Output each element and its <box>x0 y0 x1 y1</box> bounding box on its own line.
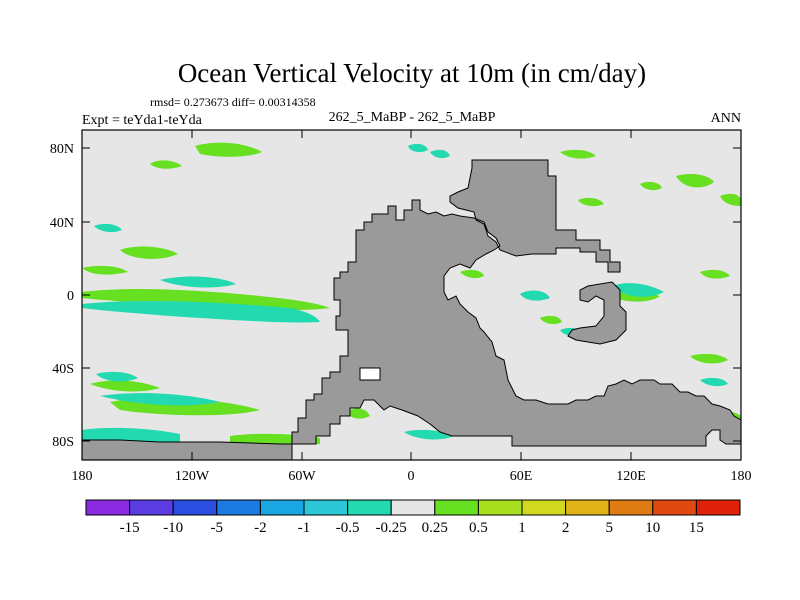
colorbar-box <box>608 499 654 516</box>
colorbar-label: 0.5 <box>469 520 488 536</box>
colorbar-box <box>390 499 436 516</box>
colorbar-label: 15 <box>689 520 704 536</box>
lat-label-80n: 80N <box>50 142 74 157</box>
colorbar-label: 2 <box>562 520 570 536</box>
colorbar-label: -2 <box>254 520 267 536</box>
colorbar-box <box>129 499 174 516</box>
pangaea-landmass <box>291 159 742 447</box>
lon-label-60w: 60W <box>288 469 316 484</box>
colorbar-label: 10 <box>645 520 660 536</box>
colorbar-box <box>695 499 741 516</box>
lon-label-120e: 120E <box>616 469 646 484</box>
figure-title: Ocean Vertical Velocity at 10m (in cm/da… <box>178 58 646 88</box>
colorbar-box <box>652 499 697 516</box>
colorbar-box <box>521 499 567 516</box>
tethys-island <box>567 281 627 345</box>
colorbar-label: -0.5 <box>336 520 360 536</box>
colorbar-label: -15 <box>120 520 140 536</box>
map-panel <box>81 129 742 461</box>
colorbar-label: -5 <box>211 520 224 536</box>
lon-label-0: 0 <box>408 469 415 484</box>
colorbar-box <box>85 499 131 516</box>
colorbar-box <box>347 499 392 516</box>
colorbar-label: -1 <box>298 520 311 536</box>
land-masses <box>81 159 742 461</box>
lat-label-40s: 40S <box>52 362 74 377</box>
inland-lake <box>359 367 381 381</box>
colorbar-label: 0.25 <box>422 520 448 536</box>
lon-label-120w: 120W <box>175 469 210 484</box>
colorbar-label: -0.25 <box>376 520 407 536</box>
lon-label-180w: 180 <box>72 469 93 484</box>
colorbar-box <box>259 499 305 516</box>
season-label: ANN <box>711 111 741 126</box>
colorbar <box>85 499 741 516</box>
experiment-label: Expt = teYda1-teYda <box>82 113 203 128</box>
longitude-axis <box>191 130 632 460</box>
lon-label-60e: 60E <box>510 469 533 484</box>
colorbar-label: 5 <box>605 520 613 536</box>
lat-label-40n: 40N <box>50 216 74 231</box>
lon-label-180e: 180 <box>731 469 752 484</box>
colorbar-box <box>477 499 523 516</box>
colorbar-labels: -15 -10 -5 -2 -1 -0.5 -0.25 0.25 0.5 1 2 5 10 15 <box>120 520 704 536</box>
period-label: 262_5_MaBP - 262_5_MaBP <box>329 110 496 125</box>
latitude-axis <box>82 147 741 442</box>
negative-patches <box>82 143 741 442</box>
stats-label: rmsd= 0.273673 diff= 0.00314358 <box>150 95 316 109</box>
colorbar-label: 1 <box>518 520 526 536</box>
lat-label-0: 0 <box>67 289 74 304</box>
colorbar-label: -10 <box>163 520 183 536</box>
lat-label-80s: 80S <box>52 435 74 450</box>
colorbar-box <box>565 499 610 516</box>
colorbar-box <box>216 499 261 516</box>
southern-landmass <box>81 439 293 461</box>
colorbar-box <box>434 499 479 516</box>
colorbar-box <box>303 499 349 516</box>
colorbar-box <box>172 499 218 516</box>
